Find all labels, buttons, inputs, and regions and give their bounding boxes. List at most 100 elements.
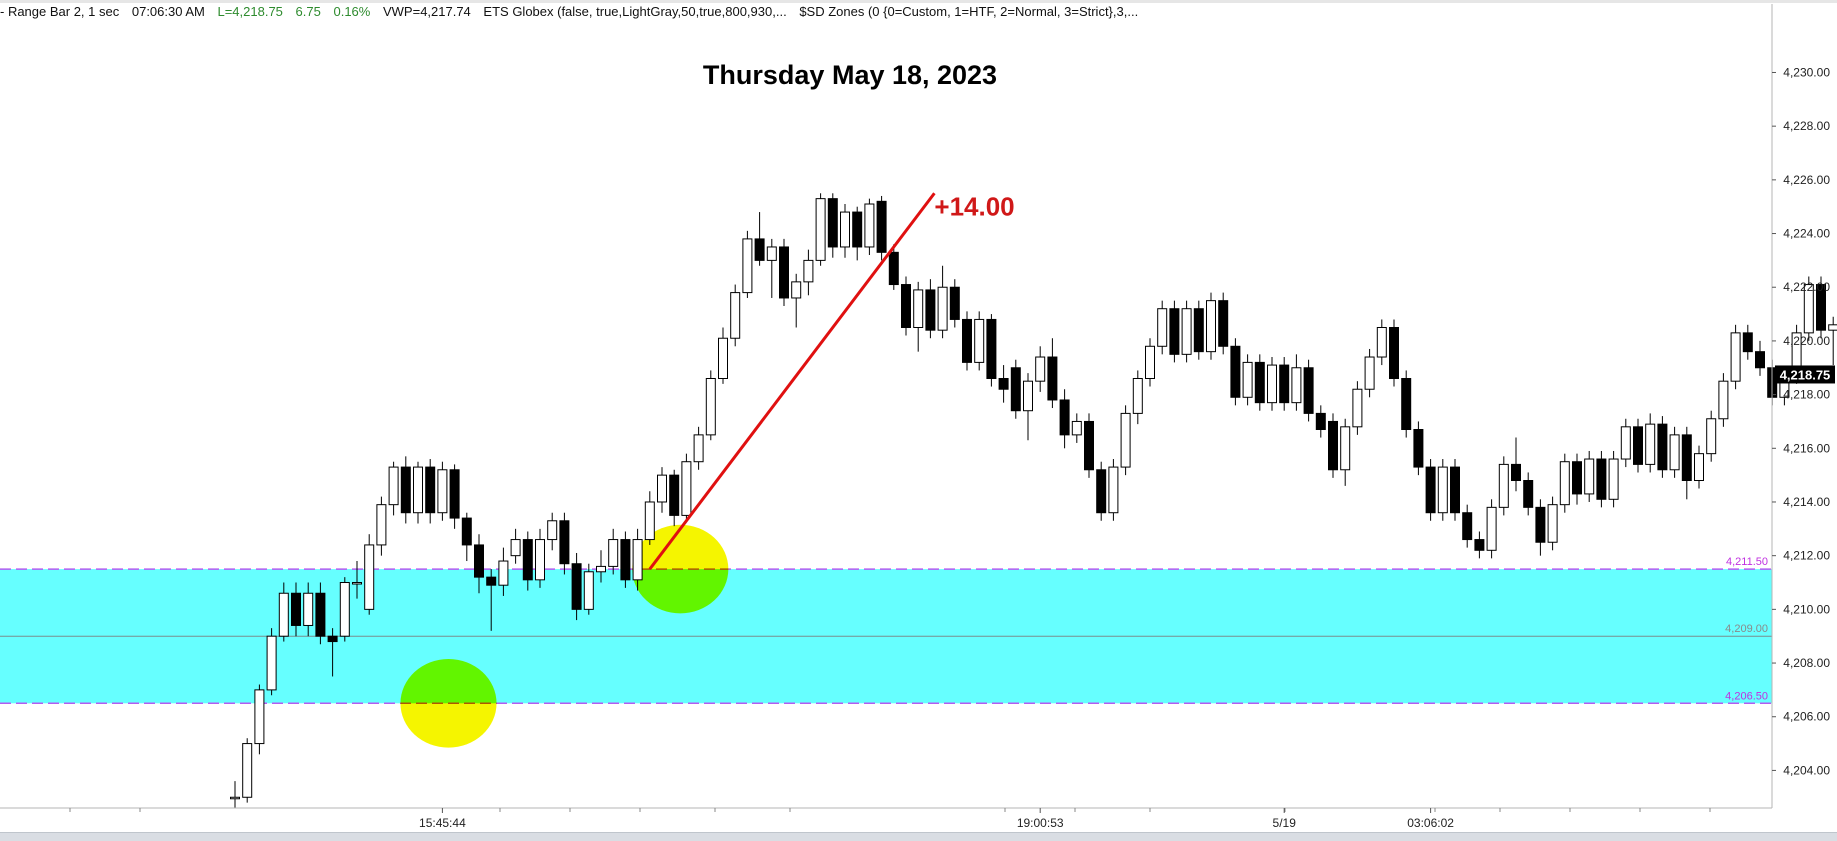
candle-body-up xyxy=(608,539,619,567)
candle-body-up xyxy=(1291,367,1302,404)
candle-body-up xyxy=(1023,380,1033,412)
candle xyxy=(1498,456,1509,516)
candle-body-down xyxy=(1401,377,1412,431)
candle-body-up xyxy=(791,281,802,299)
y-tick-label: 4,208.00 xyxy=(1783,656,1830,670)
last-price-box xyxy=(1775,365,1835,384)
candle-body-down xyxy=(949,286,960,320)
candle xyxy=(596,550,606,583)
candle-body-up xyxy=(1486,506,1497,551)
candle xyxy=(1584,450,1595,502)
candle xyxy=(327,628,338,677)
candle xyxy=(791,273,802,328)
candle xyxy=(486,569,497,631)
candle-body-up xyxy=(1157,308,1168,347)
candle xyxy=(1511,437,1521,492)
last-price-label: 4,218.75 xyxy=(1780,367,1831,382)
candle-body-up xyxy=(974,318,985,363)
candle-body-up xyxy=(278,592,289,637)
y-tick-label: 4,222.00 xyxy=(1783,280,1830,294)
x-tick-label: 03:06:02 xyxy=(1407,816,1454,830)
candle-body-up xyxy=(1718,380,1729,420)
instrument-label: - Range Bar 2, 1 sec xyxy=(0,4,120,19)
candle-body-down xyxy=(1279,364,1290,404)
candle-body-up xyxy=(1828,324,1837,331)
candle-body-up xyxy=(693,434,704,463)
ets-indicator-label: ETS Globex (false, true,LightGray,50,tru… xyxy=(483,4,787,19)
candle-body-down xyxy=(315,592,326,637)
highlight-ellipse-2 xyxy=(632,524,729,614)
candle xyxy=(1157,300,1168,355)
candle-body-down xyxy=(1450,466,1460,514)
candle-body-up xyxy=(413,466,423,514)
candle-body-down xyxy=(1425,466,1436,514)
candle-body-down xyxy=(1596,458,1607,500)
candle xyxy=(1535,499,1546,556)
x-tick-label: 19:00:53 xyxy=(1017,816,1064,830)
candle-body-down xyxy=(1742,332,1753,353)
candle xyxy=(1352,381,1363,435)
candle xyxy=(400,456,411,524)
candle-body-down xyxy=(1816,284,1826,331)
candle-body-down xyxy=(998,377,1009,390)
candle-body-up xyxy=(1352,388,1363,428)
candle-body-up xyxy=(303,592,314,626)
candle xyxy=(1462,504,1473,548)
candle xyxy=(242,738,253,803)
candle xyxy=(230,781,240,808)
candle xyxy=(571,552,582,621)
candle-body-up xyxy=(864,203,875,248)
horizontal-scrollbar[interactable] xyxy=(0,832,1837,841)
trend-line xyxy=(648,192,936,570)
candle xyxy=(449,464,460,529)
candle-body-up xyxy=(547,520,558,541)
candle xyxy=(1132,370,1143,425)
candle xyxy=(1376,319,1387,366)
candle-body-up xyxy=(730,292,741,339)
y-tick-label: 4,206.00 xyxy=(1783,710,1830,724)
time-label: 07:06:30 AM xyxy=(131,4,205,19)
candle xyxy=(742,230,753,298)
candle xyxy=(1755,340,1765,376)
y-tick-label: 4,220.00 xyxy=(1783,334,1830,348)
candle-body-down xyxy=(486,576,497,586)
candle xyxy=(657,467,667,513)
candle-body-up xyxy=(510,539,521,557)
x-tick-label: 15:45:44 xyxy=(419,816,466,830)
candle-body-up xyxy=(1547,504,1558,543)
candle xyxy=(547,512,558,551)
candle-body-up xyxy=(681,461,692,516)
candle xyxy=(827,193,838,258)
candle xyxy=(1730,324,1741,390)
candle xyxy=(925,279,936,339)
candle xyxy=(1828,316,1837,366)
candle xyxy=(1328,413,1338,478)
candle-body-down xyxy=(474,544,484,578)
candle xyxy=(1523,472,1534,516)
y-tick-label: 4,226.00 xyxy=(1783,173,1830,187)
candle-body-up xyxy=(840,211,850,248)
candle xyxy=(1096,461,1107,521)
candle-body-down xyxy=(1389,326,1399,379)
candle xyxy=(730,284,741,347)
candle xyxy=(437,461,448,521)
candle-body-up xyxy=(815,198,826,261)
candle-body-up xyxy=(766,246,777,261)
candle xyxy=(669,469,680,527)
candle-body-down xyxy=(669,474,680,516)
candle-body-up xyxy=(437,469,448,514)
candle xyxy=(498,547,509,596)
candle xyxy=(1267,357,1277,411)
candle xyxy=(339,577,350,642)
candle xyxy=(1193,300,1204,360)
trend-gain-label: +14.00 xyxy=(934,191,1014,221)
candle-body-up xyxy=(352,582,362,585)
candle xyxy=(1389,319,1399,387)
candle-body-down xyxy=(754,238,765,261)
candle xyxy=(352,561,362,599)
y-tick-label: 4,224.00 xyxy=(1783,227,1830,241)
candle-body-down xyxy=(1193,308,1204,353)
candle-body-up xyxy=(1120,412,1131,468)
candle-body-down xyxy=(1303,367,1314,414)
